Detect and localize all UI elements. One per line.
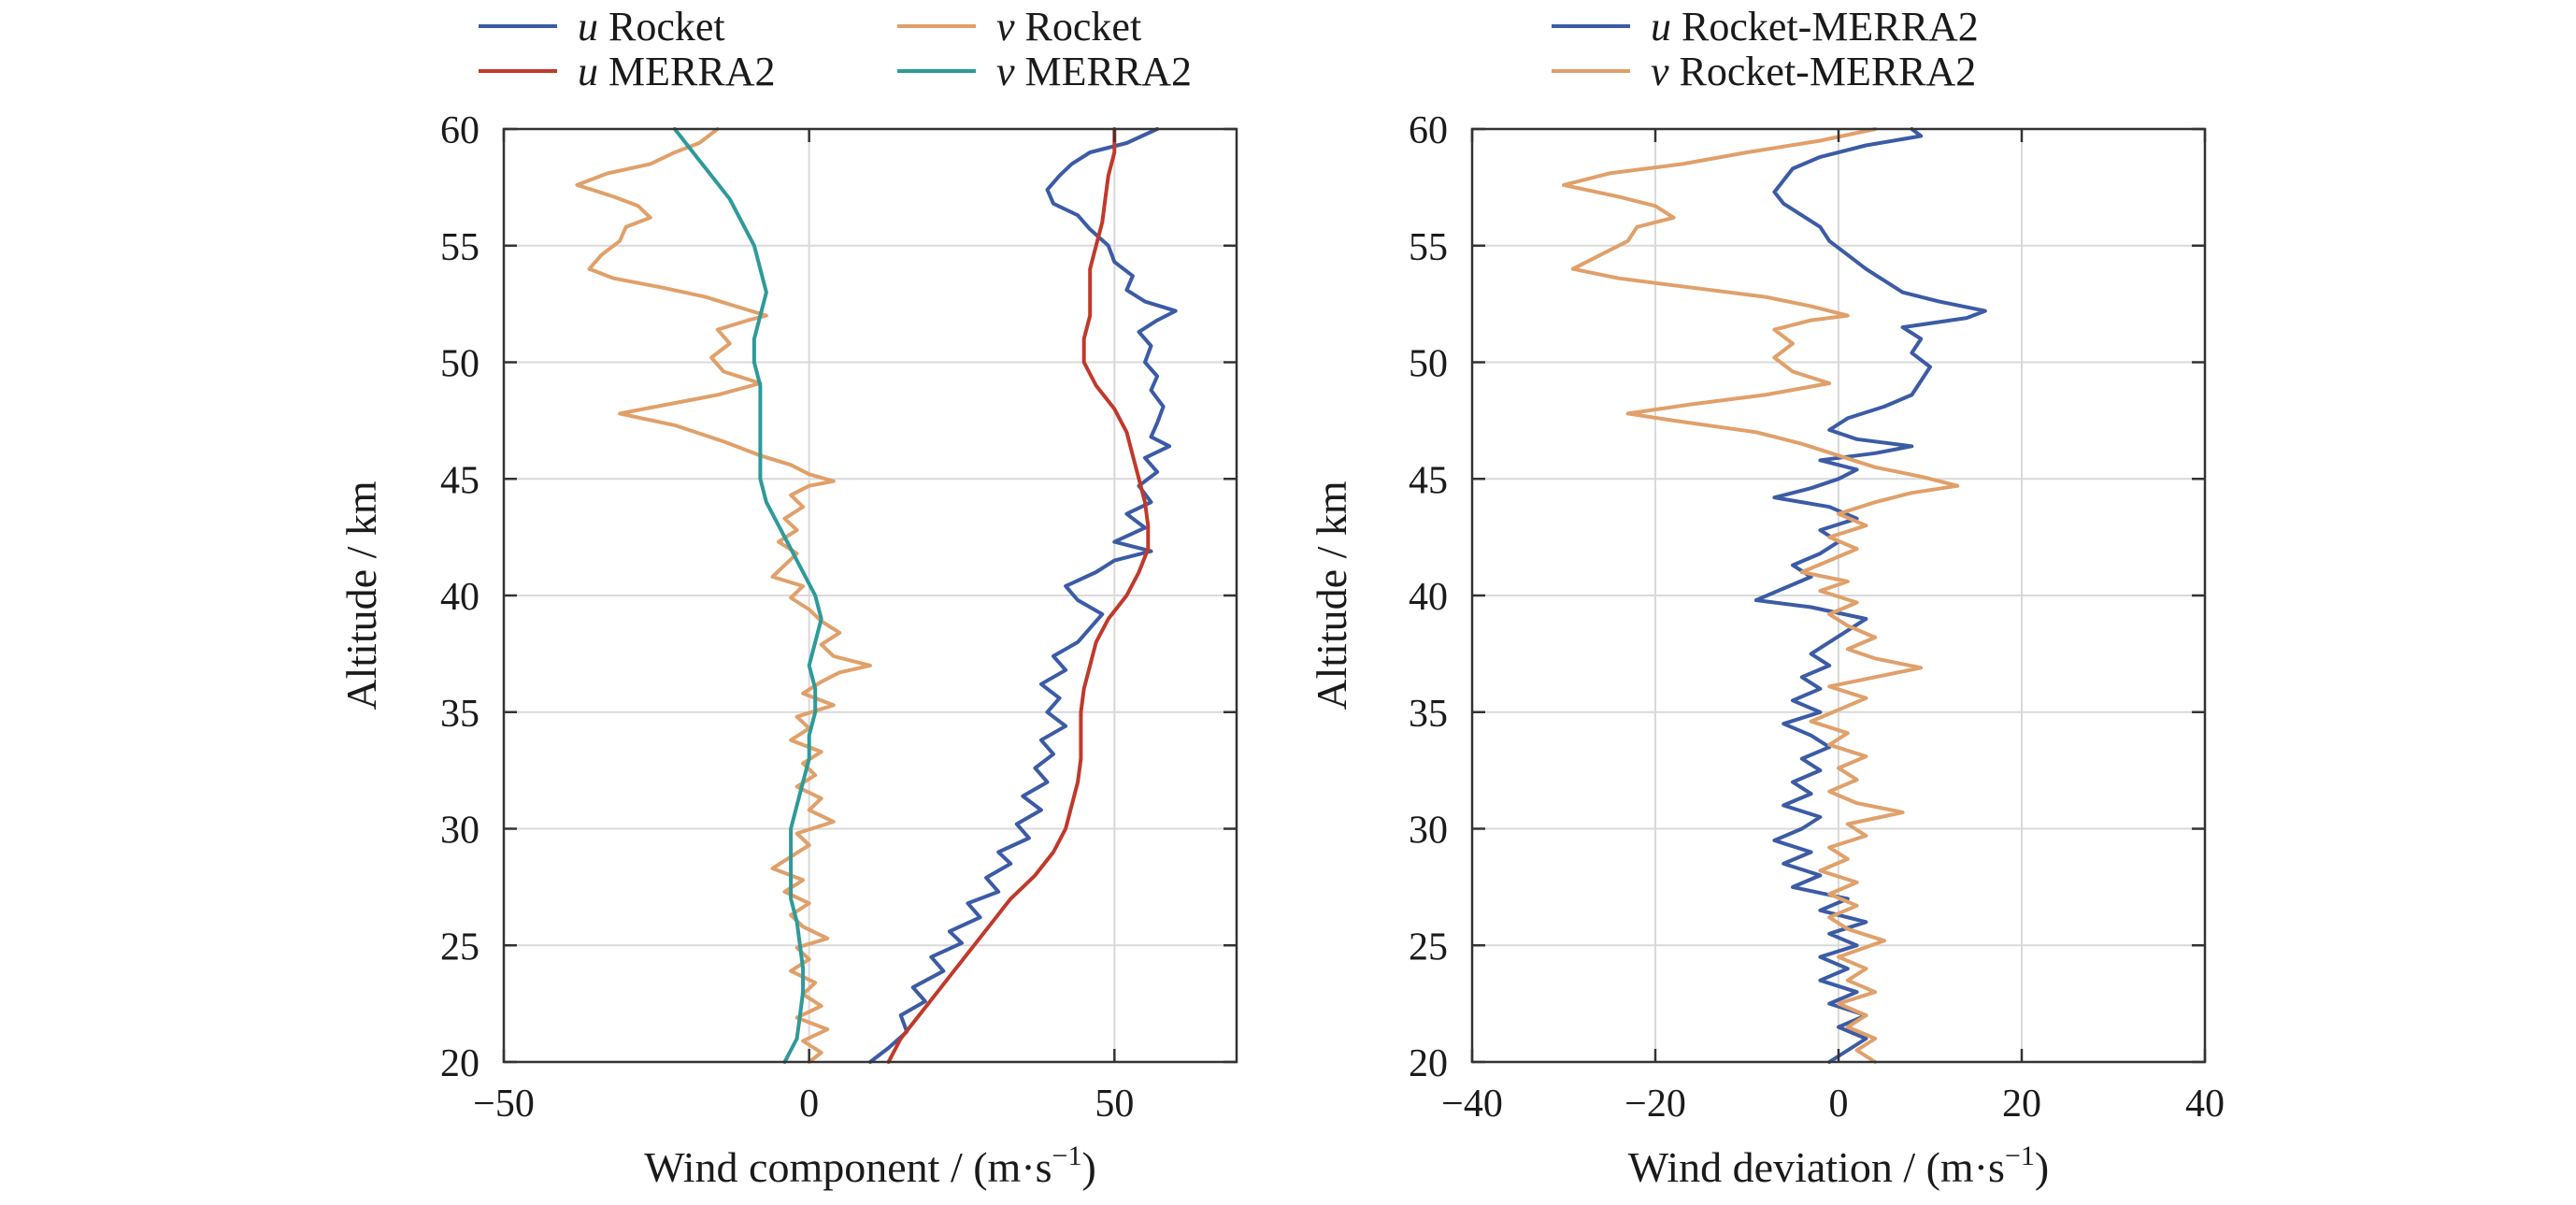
y-tick-label: 25 <box>1409 925 1448 968</box>
x-tick-label: −40 <box>1441 1083 1503 1126</box>
y-tick-label: 60 <box>440 109 479 152</box>
x-tick-label: 20 <box>2002 1083 2041 1126</box>
legend-label: v Rocket-MERRA2 <box>1651 49 1976 94</box>
y-tick-label: 45 <box>1409 459 1448 502</box>
y-tick-label: 40 <box>440 576 479 619</box>
x-axis-title: Wind deviation / (m·s−1) <box>1628 1140 2049 1191</box>
y-tick-label: 30 <box>1409 810 1448 853</box>
legend-entry: v MERRA2 <box>897 49 1192 94</box>
y-tick-label: 35 <box>1409 693 1448 736</box>
y-axis-title: Altitude / km <box>1308 481 1355 710</box>
y-tick-label: 20 <box>1409 1042 1448 1085</box>
series-line-v-rocket-merra2 <box>1562 127 1960 1064</box>
y-tick-label: 50 <box>1409 343 1448 386</box>
legend-entry: v Rocket <box>897 4 1141 50</box>
y-tick-label: 30 <box>440 810 479 853</box>
chart-panel-2: −40 −20 0 20 40 20 25 30 35 40 45 50 55 60 Altitude / … <box>1308 4 2225 1191</box>
legend-label: u Rocket-MERRA2 <box>1651 4 1979 50</box>
y-tick-label: 55 <box>440 226 479 269</box>
y-axis-title: Altitude / km <box>337 481 385 710</box>
x-tick-label: −50 <box>473 1083 535 1126</box>
x-tick-label: −20 <box>1624 1083 1686 1126</box>
series-line-v-rocket <box>575 127 872 1064</box>
y-tick-label: 60 <box>1409 109 1448 152</box>
legend-label: u MERRA2 <box>578 49 775 94</box>
x-tick-label: 40 <box>2185 1083 2225 1126</box>
legend-label: v Rocket <box>996 4 1141 50</box>
series-line-u-rocket <box>868 127 1178 1064</box>
y-tick-label: 45 <box>440 459 479 502</box>
y-tick-label: 35 <box>440 693 479 736</box>
y-tick-label: 55 <box>1409 226 1448 269</box>
legend-entry: u Rocket-MERRA2 <box>1552 4 1979 50</box>
legend-label: u Rocket <box>578 4 725 50</box>
series-line-u-merra2 <box>886 127 1151 1064</box>
y-tick-label: 20 <box>440 1042 479 1085</box>
series-line-v-merra2 <box>672 127 823 1064</box>
x-axis-title: Wind component / (m·s−1) <box>644 1140 1096 1191</box>
x-tick-label: 0 <box>1829 1083 1849 1126</box>
x-tick-label: 50 <box>1095 1083 1134 1126</box>
y-tick-label: 50 <box>440 343 479 386</box>
y-tick-label: 25 <box>440 925 479 968</box>
legend-entry: u MERRA2 <box>479 49 775 94</box>
y-tick-label: 40 <box>1409 576 1448 619</box>
chart-panel-1: −50 0 50 20 25 30 35 40 45 50 55 60 Altitude / km Win… <box>337 4 1238 1191</box>
legend-entry: v Rocket-MERRA2 <box>1552 49 1976 94</box>
legend-entry: u Rocket <box>479 4 725 50</box>
x-tick-label: 0 <box>799 1083 819 1126</box>
legend-label: v MERRA2 <box>996 49 1192 94</box>
